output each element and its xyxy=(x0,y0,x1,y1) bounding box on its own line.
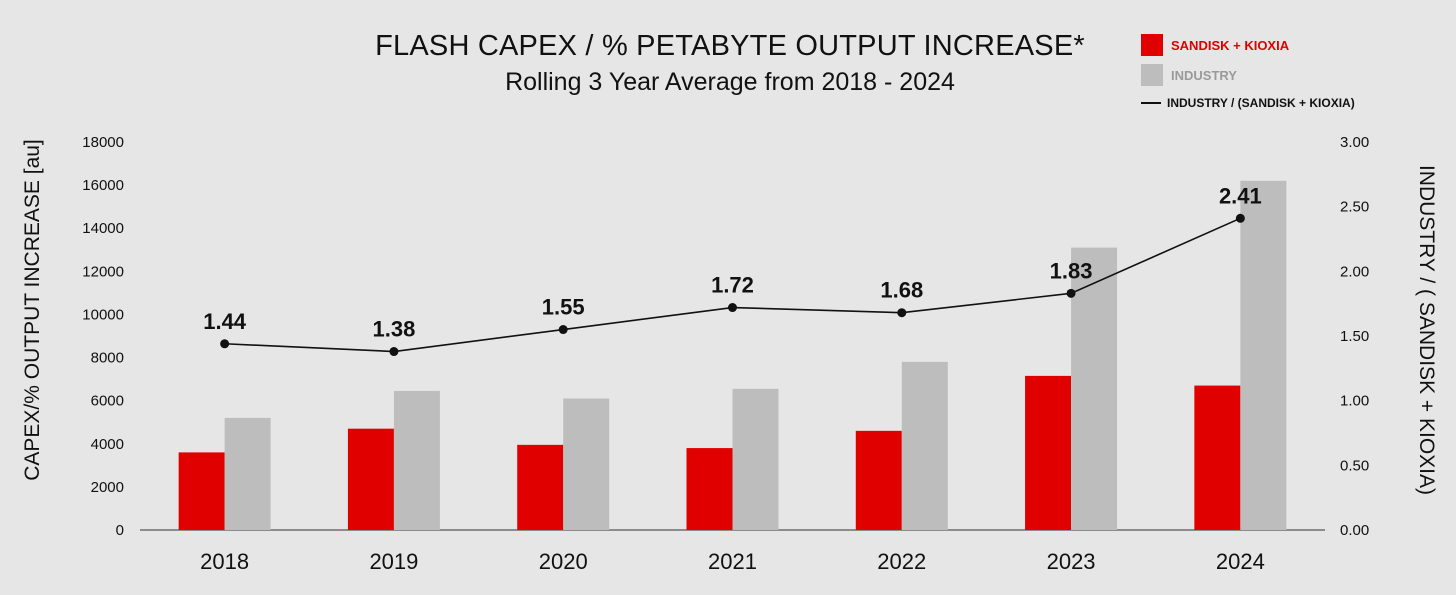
y-tick-label-left: 0 xyxy=(116,522,124,539)
bar-sandisk-kioxia xyxy=(347,428,394,530)
ratio-data-label: 1.72 xyxy=(711,273,754,298)
bar-sandisk-kioxia xyxy=(1025,375,1072,530)
bar-industry xyxy=(393,390,440,530)
bar-sandisk-kioxia xyxy=(517,444,564,530)
ratio-point xyxy=(1235,213,1245,223)
legend-swatch-industry xyxy=(1141,64,1163,86)
legend-label-industry: INDUSTRY xyxy=(1171,67,1237,83)
legend-item-ratio: INDUSTRY / (SANDISK + KIOXIA) xyxy=(1141,96,1355,110)
ratio-point xyxy=(558,325,568,335)
y-tick-label-right: 0.00 xyxy=(1340,522,1369,539)
ratio-point xyxy=(897,308,907,318)
y-tick-label-right: 0.50 xyxy=(1340,457,1369,474)
y-tick-label-right: 1.00 xyxy=(1340,393,1369,410)
ratio-data-label: 1.44 xyxy=(203,309,247,334)
x-tick-label: 2018 xyxy=(200,549,249,574)
y-tick-label-left: 14000 xyxy=(82,220,124,237)
ratio-data-label: 1.38 xyxy=(373,317,416,342)
legend-swatch-sandisk xyxy=(1141,34,1163,56)
legend-line-ratio xyxy=(1141,102,1161,104)
x-tick-label: 2021 xyxy=(708,549,757,574)
bar-industry xyxy=(901,361,948,530)
bar-industry xyxy=(732,388,779,530)
y-tick-label-right: 1.50 xyxy=(1340,328,1369,345)
legend-item-sandisk: SANDISK + KIOXIA xyxy=(1141,34,1289,56)
y-tick-label-left: 4000 xyxy=(91,436,124,453)
ratio-point xyxy=(389,347,399,357)
y-tick-label-right: 2.00 xyxy=(1340,263,1369,280)
x-tick-label: 2020 xyxy=(539,549,588,574)
bar-industry xyxy=(1240,180,1287,531)
y-tick-label-right: 3.00 xyxy=(1340,134,1369,151)
y-tick-label-left: 10000 xyxy=(82,306,124,323)
y-tick-label-left: 16000 xyxy=(82,177,124,194)
ratio-point xyxy=(1066,288,1076,298)
legend-label-ratio: INDUSTRY / (SANDISK + KIOXIA) xyxy=(1167,96,1355,110)
ratio-data-label: 1.55 xyxy=(542,295,585,320)
bar-sandisk-kioxia xyxy=(1194,385,1241,530)
bar-sandisk-kioxia xyxy=(855,430,902,530)
x-tick-label: 2019 xyxy=(369,549,418,574)
ratio-point xyxy=(220,339,230,349)
x-tick-label: 2022 xyxy=(877,549,926,574)
chart-title: FLASH CAPEX / % PETABYTE OUTPUT INCREASE… xyxy=(375,30,1085,62)
legend-item-industry: INDUSTRY xyxy=(1141,64,1237,86)
y-tick-label-left: 8000 xyxy=(91,350,124,367)
x-tick-label: 2024 xyxy=(1216,549,1265,574)
bar-industry xyxy=(563,398,610,530)
ratio-point xyxy=(728,303,737,313)
y-tick-label-left: 6000 xyxy=(91,393,124,410)
y-tick-label-left: 2000 xyxy=(91,479,124,496)
ratio-data-label: 2.41 xyxy=(1219,183,1262,208)
y-tick-label-right: 2.50 xyxy=(1340,199,1369,216)
ratio-data-label: 1.83 xyxy=(1050,258,1093,283)
bar-industry xyxy=(1071,247,1118,530)
x-tick-label: 2023 xyxy=(1047,549,1096,574)
y-tick-label-left: 18000 xyxy=(82,134,124,151)
bar-sandisk-kioxia xyxy=(686,448,733,530)
bar-industry xyxy=(224,417,271,530)
legend-label-sandisk: SANDISK + KIOXIA xyxy=(1171,37,1290,53)
y-tick-label-left: 12000 xyxy=(82,263,124,280)
ratio-data-label: 1.68 xyxy=(880,278,923,303)
bar-sandisk-kioxia xyxy=(178,452,225,530)
chart-subtitle: Rolling 3 Year Average from 2018 - 2024 xyxy=(505,68,955,96)
